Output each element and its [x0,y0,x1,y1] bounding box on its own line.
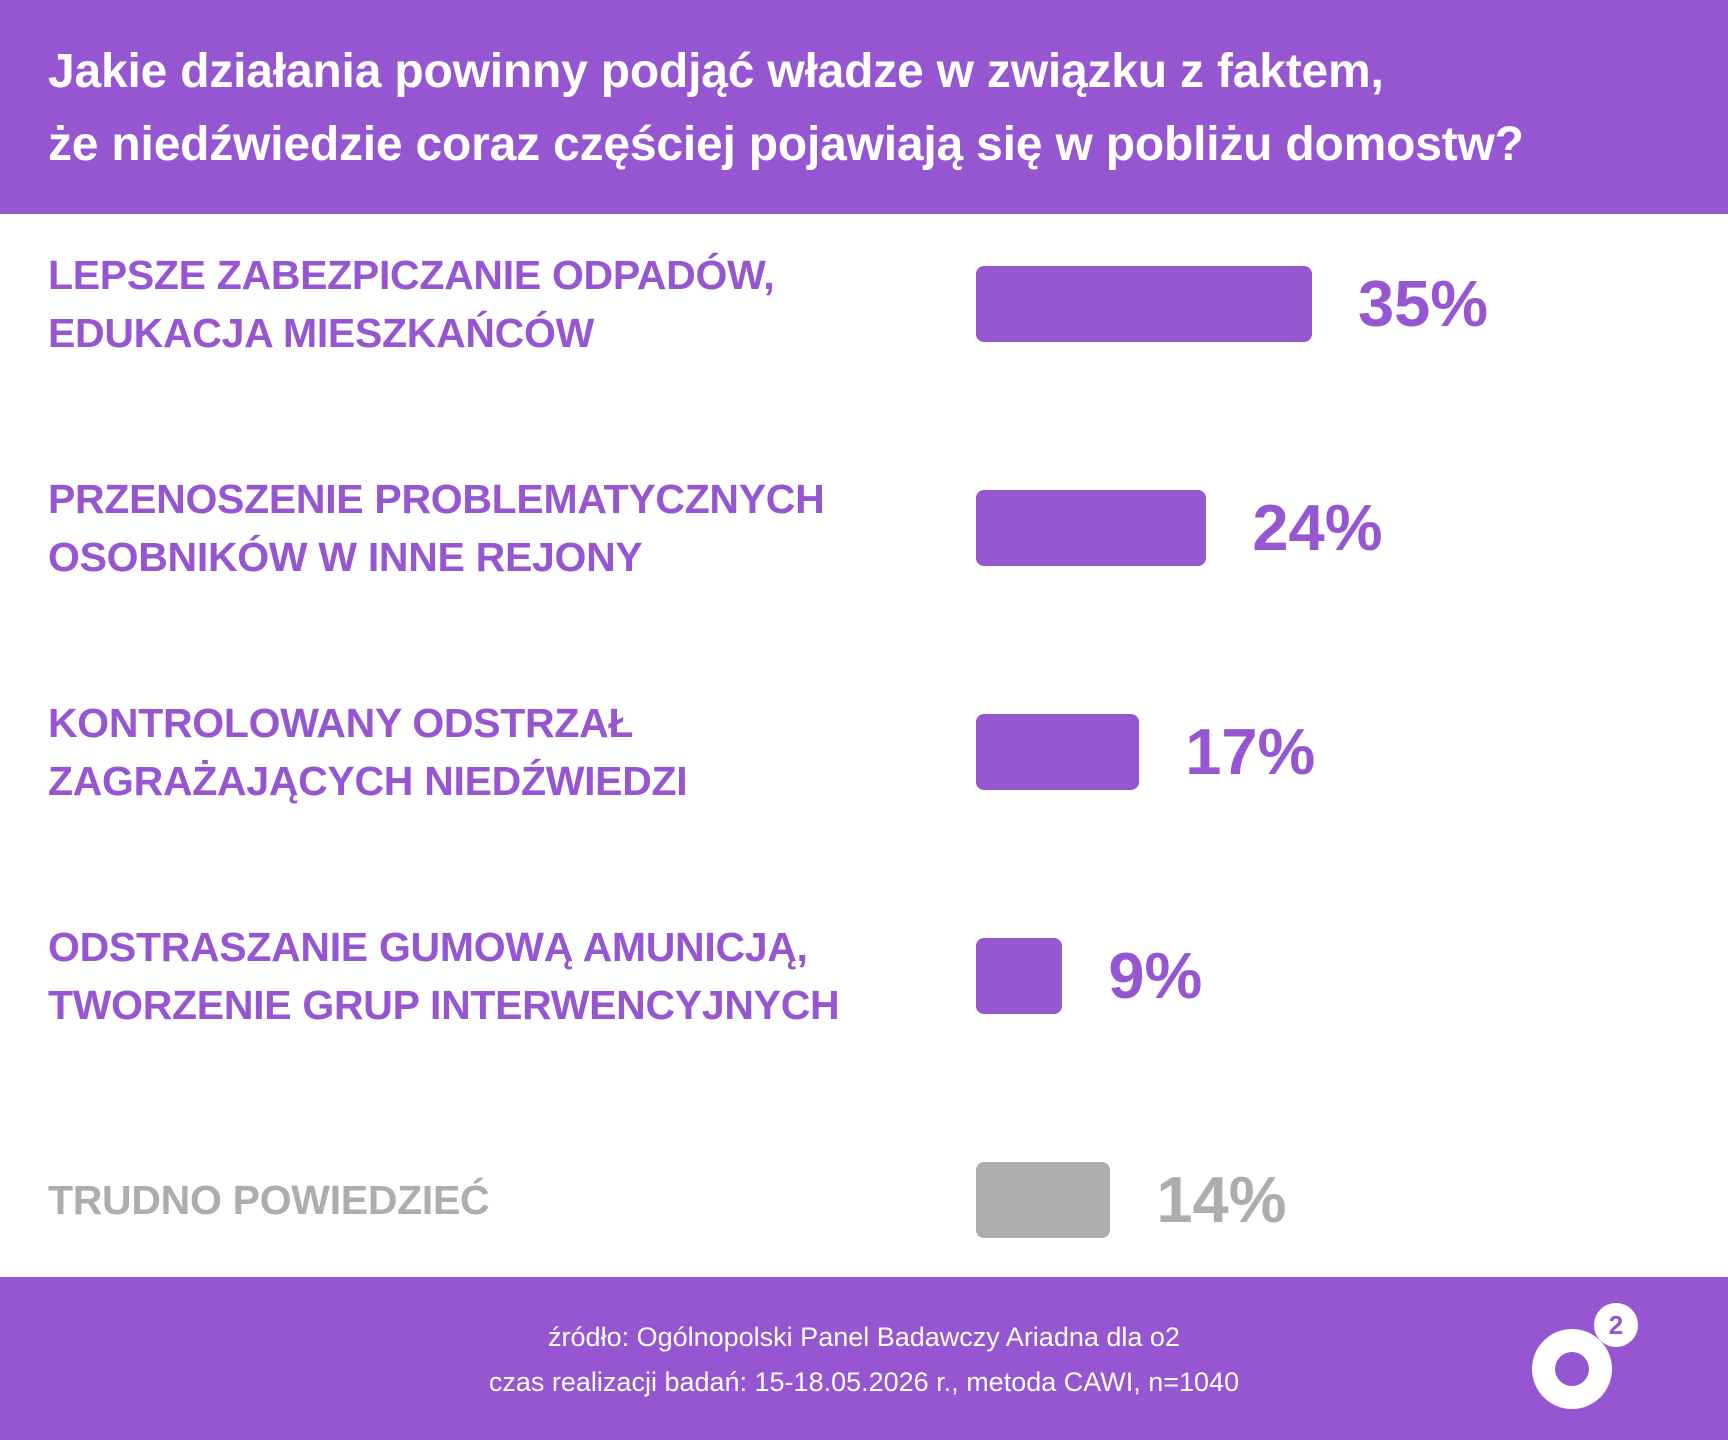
value-label: 17% [1185,715,1316,788]
bar [976,714,1140,790]
category-label: PRZENOSZENIE PROBLEMATYCZNYCH OSOBNIKÓW W… [48,470,825,586]
category-label: KONTROLOWANY ODSTRZAŁ ZAGRAŻAJĄCYCH NIEDŹ… [48,694,688,810]
bar [976,1162,1111,1238]
methodology-text: czas realizacji badań: 15-18.05.2026 r.,… [488,1367,1240,1397]
category-label-line: PRZENOSZENIE PROBLEMATYCZNYCH [48,476,825,522]
footer-banner: źródło: Ogólnopolski Panel Badawczy Aria… [0,1277,1728,1440]
category-label: TRUDNO POWIEDZIEĆ [48,1171,490,1229]
value-label: 14% [1156,1163,1287,1236]
chart-title-line-1: Jakie działania powinny podjąć władze w … [48,45,1384,98]
category-label-line: KONTROLOWANY ODSTRZAŁ [48,700,634,746]
value-label: 24% [1252,491,1383,564]
o2-logo-icon: 2 [1532,1303,1638,1409]
value-label: 9% [1108,939,1203,1012]
bar [976,490,1207,566]
category-label: LEPSZE ZABEZPICZANIE ODPADÓW, EDUKACJA MI… [48,246,775,362]
bar [976,938,1063,1014]
category-label-line: ODSTRASZANIE GUMOWĄ AMUNICJĄ, [48,924,808,970]
category-label-line: ZAGRAŻAJĄCYCH NIEDŹWIEDZI [48,758,688,804]
chart-title-line-2: że niedźwiedzie coraz częściej pojawiają… [48,118,1524,171]
o2-logo-superscript: 2 [1609,1310,1623,1340]
source-text: źródło: Ogólnopolski Panel Badawczy Aria… [548,1322,1180,1352]
value-label: 35% [1358,267,1489,340]
category-label-line: EDUKACJA MIESZKAŃCÓW [48,310,594,356]
category-label: ODSTRASZANIE GUMOWĄ AMUNICJĄ, TWORZENIE G… [48,918,840,1034]
category-label-line: TWORZENIE GRUP INTERWENCYJNYCH [48,982,840,1028]
category-label-line: LEPSZE ZABEZPICZANIE ODPADÓW, [48,252,775,298]
category-label-line: TRUDNO POWIEDZIEĆ [48,1177,490,1223]
header-banner: Jakie działania powinny podjąć władze w … [0,0,1728,214]
bar-chart: LEPSZE ZABEZPICZANIE ODPADÓW, EDUKACJA MI… [0,214,1728,1277]
bar [976,266,1312,342]
category-label-line: OSOBNIKÓW W INNE REJONY [48,534,643,580]
